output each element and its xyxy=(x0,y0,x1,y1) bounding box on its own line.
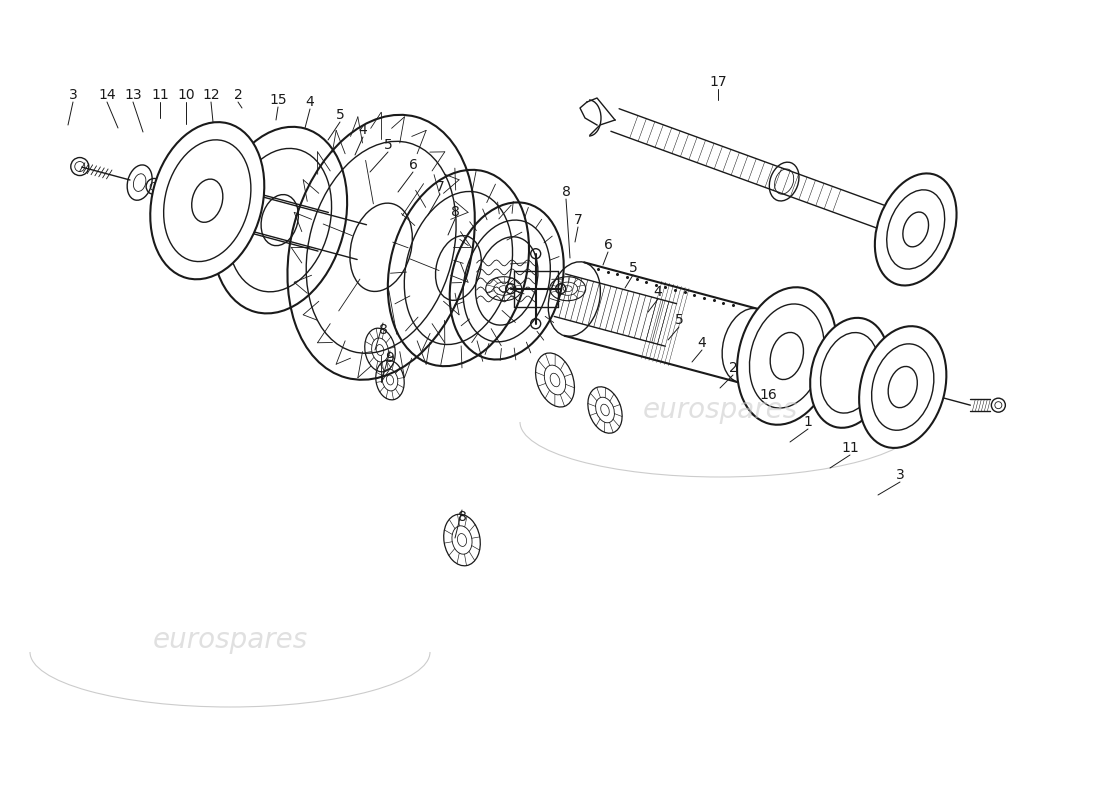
Text: 8: 8 xyxy=(451,205,460,219)
Text: 2: 2 xyxy=(233,88,242,102)
Text: 6: 6 xyxy=(604,238,613,252)
Text: 14: 14 xyxy=(98,88,116,102)
Circle shape xyxy=(530,318,541,329)
Circle shape xyxy=(530,249,541,258)
Text: 5: 5 xyxy=(384,138,393,152)
Ellipse shape xyxy=(859,326,946,448)
Text: 8: 8 xyxy=(458,510,466,524)
Ellipse shape xyxy=(874,174,957,286)
Text: 13: 13 xyxy=(124,88,142,102)
Text: 5: 5 xyxy=(674,313,683,327)
Text: 7: 7 xyxy=(573,213,582,227)
Ellipse shape xyxy=(212,127,348,314)
Text: 8: 8 xyxy=(378,323,387,337)
Text: 15: 15 xyxy=(270,93,287,107)
Text: 10: 10 xyxy=(177,88,195,102)
Text: 2: 2 xyxy=(728,361,737,375)
Text: 6: 6 xyxy=(408,158,417,172)
Text: 4: 4 xyxy=(306,95,315,109)
Ellipse shape xyxy=(737,287,837,425)
Text: 4: 4 xyxy=(359,123,367,137)
Text: 9: 9 xyxy=(386,351,395,365)
Text: 11: 11 xyxy=(151,88,169,102)
Circle shape xyxy=(556,284,565,294)
Ellipse shape xyxy=(811,318,889,428)
Text: eurospares: eurospares xyxy=(153,626,308,654)
Text: 4: 4 xyxy=(653,285,662,299)
Text: 3: 3 xyxy=(895,468,904,482)
Text: 16: 16 xyxy=(759,388,777,402)
Text: 17: 17 xyxy=(710,75,727,89)
Text: 11: 11 xyxy=(842,441,859,455)
Ellipse shape xyxy=(151,122,264,279)
Circle shape xyxy=(506,284,516,294)
Text: 5: 5 xyxy=(628,261,637,275)
Text: 8: 8 xyxy=(562,185,571,199)
Text: 5: 5 xyxy=(336,108,344,122)
Text: 3: 3 xyxy=(68,88,77,102)
Text: 12: 12 xyxy=(202,88,220,102)
Text: 1: 1 xyxy=(804,415,813,429)
Text: 4: 4 xyxy=(697,336,706,350)
Text: eurospares: eurospares xyxy=(642,396,798,424)
Text: 7: 7 xyxy=(436,180,444,194)
